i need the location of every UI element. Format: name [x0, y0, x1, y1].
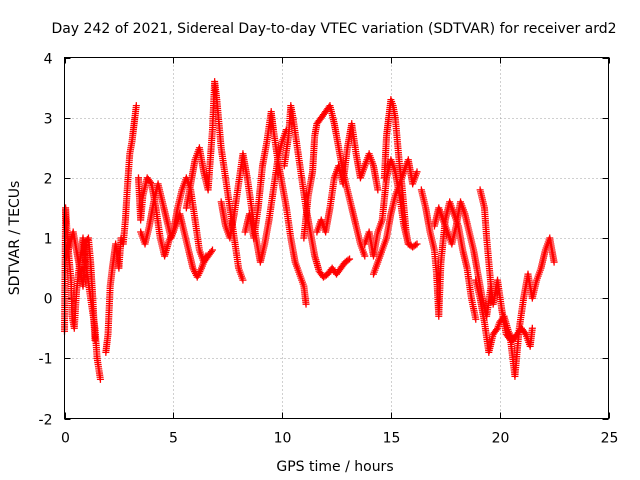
series-track-3 [102, 102, 140, 356]
x-axis-label: GPS time / hours [276, 459, 393, 475]
y-tick-label: -2 [39, 413, 53, 429]
data-point-marker [202, 252, 210, 260]
y-tick-label: 2 [44, 172, 53, 188]
data-point-marker [239, 276, 247, 284]
data-point-marker [412, 241, 420, 249]
series-track-1 [61, 204, 104, 383]
chart-title: Day 242 of 2021, Sidereal Day-to-day VTE… [51, 21, 616, 37]
y-tick-label: 4 [44, 52, 53, 68]
x-tick-label: 20 [492, 431, 510, 447]
series-track-11 [313, 120, 382, 236]
x-tick-label: 10 [274, 431, 292, 447]
data-point-marker [505, 335, 513, 343]
data-point-marker [404, 240, 412, 248]
data-point-marker [528, 324, 536, 332]
data-point-marker [91, 336, 99, 344]
y-tick-labels: -2 -1 0 1 2 3 4 [39, 52, 53, 429]
data-point-marker [207, 248, 215, 256]
series-track-15 [417, 186, 480, 323]
x-tick-label: 25 [601, 431, 619, 447]
data-point-marker [413, 240, 421, 248]
x-tick-label: 0 [61, 431, 70, 447]
data-point-marker [374, 186, 382, 194]
data-point-marker [472, 315, 480, 323]
series-track-10 [300, 102, 369, 260]
data-point-marker [344, 256, 352, 264]
data-point-marker [550, 258, 558, 266]
series-track-18 [476, 186, 558, 380]
series-track-2 [63, 228, 99, 344]
data-point-marker [361, 252, 369, 260]
data-point-marker [521, 329, 529, 337]
data-point-marker [413, 168, 421, 176]
plot-frame [64, 57, 609, 419]
y-tick-label: 1 [44, 232, 53, 248]
y-tick-label: 0 [44, 292, 53, 308]
series-track-14 [380, 96, 412, 248]
x-tick-label: 15 [383, 431, 401, 447]
series-track-6 [182, 78, 247, 284]
data-point-marker [96, 375, 104, 383]
y-tick-label: 3 [44, 112, 53, 128]
y-axis-label: SDTVAR / TECUs [7, 181, 23, 296]
data-points [61, 78, 558, 383]
data-point-marker [346, 255, 354, 263]
series-track-5 [137, 180, 210, 281]
data-point-marker [302, 300, 310, 308]
data-point-marker [492, 326, 500, 334]
data-point-marker [146, 178, 154, 186]
data-point-marker [132, 102, 140, 110]
y-tick-label: -1 [39, 352, 53, 368]
series-track-8 [241, 108, 310, 308]
x-tick-label: 5 [169, 431, 178, 447]
x-tick-labels: 0 5 10 15 20 25 [61, 431, 618, 447]
data-point-marker [208, 246, 216, 254]
